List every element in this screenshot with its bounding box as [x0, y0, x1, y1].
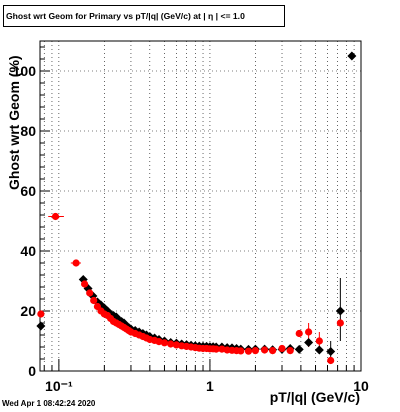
data-point-red [295, 329, 303, 338]
data-point-black [326, 347, 336, 356]
data-point-red [37, 310, 45, 318]
y-tick-label: 40 [20, 243, 36, 259]
data-point-red [278, 344, 286, 353]
data-markers [36, 51, 357, 365]
data-point-red [251, 347, 260, 355]
data-point-red [80, 280, 89, 288]
data-point-red [90, 296, 98, 305]
data-point-red [260, 346, 269, 354]
data-point-black [294, 344, 304, 354]
data-point-red [269, 347, 277, 355]
grid-lines [40, 41, 362, 371]
data-point-black [36, 321, 46, 331]
y-axis-label: Ghost wrt Geom (%) [6, 55, 22, 190]
data-point-black [314, 345, 324, 355]
x-tick-label: 10⁻¹ [45, 378, 73, 394]
data-point-red [244, 347, 253, 355]
y-tick-label: 80 [20, 123, 36, 139]
data-point-red [72, 259, 80, 267]
y-tick-label: 0 [28, 363, 36, 379]
y-tick-label: 20 [20, 303, 36, 319]
data-point-red [51, 212, 60, 221]
data-point-red [305, 328, 313, 336]
x-axis-label: pT/|q| (GeV/c) [269, 389, 360, 405]
data-point-black [347, 51, 357, 61]
data-point-red [167, 340, 175, 348]
data-point-black [335, 306, 345, 316]
data-point-red [212, 345, 220, 353]
data-point-red [155, 338, 163, 346]
data-point-black [304, 338, 314, 347]
x-tick-label: 10 [353, 378, 369, 394]
y-tick-label: 100 [13, 63, 37, 79]
timestamp: Wed Apr 1 08:42:24 2020 [2, 399, 96, 408]
y-tick-label: 60 [20, 183, 36, 199]
data-point-red [336, 319, 344, 327]
x-tick-label: 1 [206, 378, 214, 394]
plot-frame [39, 40, 362, 372]
data-point-red [86, 289, 94, 297]
data-point-red [286, 347, 294, 355]
axis-ticks: 0 20 40 60 80 100 10⁻¹ 1 10 [13, 46, 369, 394]
data-point-red [315, 337, 323, 345]
data-point-red [327, 356, 335, 365]
chart-title: Ghost wrt Geom for Primary vs pT/|q| (Ge… [3, 5, 285, 27]
error-bars [48, 216, 341, 362]
data-point-red [237, 347, 245, 355]
data-point-red [160, 339, 169, 347]
